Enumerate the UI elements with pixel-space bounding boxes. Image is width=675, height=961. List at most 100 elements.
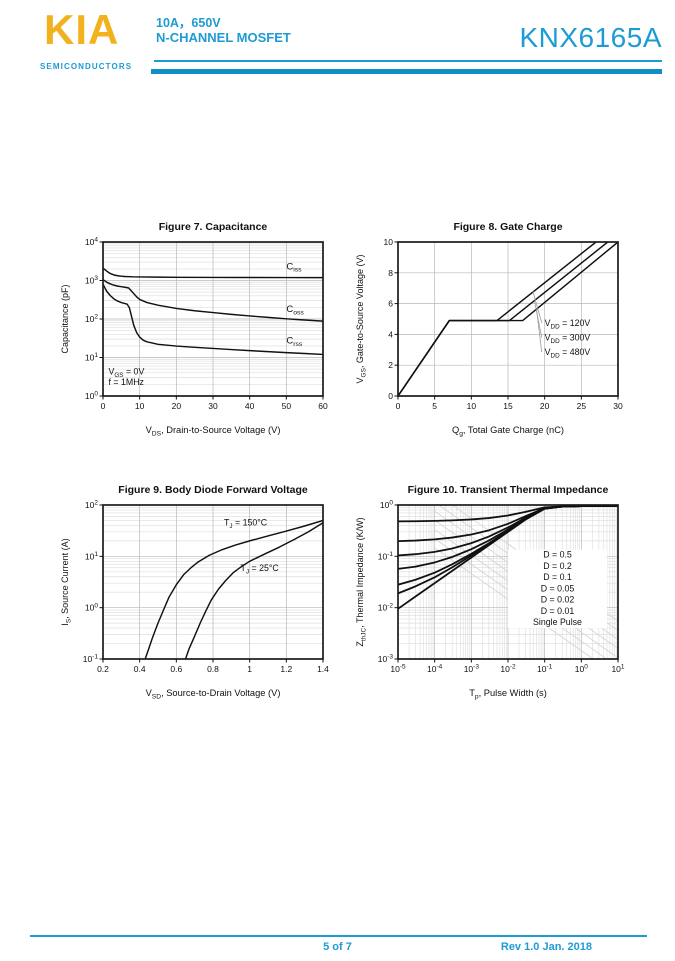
svg-text:101: 101 [85,551,98,561]
svg-text:8: 8 [388,268,393,278]
kia-logo: KIA [44,6,120,53]
svg-text:1.4: 1.4 [317,664,329,674]
y-axis-label: Capacitance (pF) [60,284,70,353]
svg-text:0: 0 [396,401,401,411]
svg-text:10-3: 10-3 [378,654,394,664]
annotation: f = 1MHz [109,377,144,387]
svg-text:4: 4 [388,329,393,339]
svg-text:5: 5 [432,401,437,411]
svg-text:10-1: 10-1 [378,551,394,561]
svg-text:102: 102 [85,314,98,324]
curve-Ciss [103,267,323,279]
svg-text:0: 0 [101,401,106,411]
part-number: KNX6165A [519,22,662,53]
revision-label: Rev 1.0 Jan. 2018 [500,941,592,953]
svg-text:100: 100 [85,602,98,612]
legend-line: Single Pulse [533,617,582,627]
y-axis-label: IS, Source Current (A) [60,538,72,625]
svg-text:101: 101 [611,664,624,674]
x-axis-label: Qg, Total Gate Charge (nC) [452,425,564,437]
curve-Coss [103,278,323,322]
chart-title: Figure 7. Capacitance [159,221,268,233]
y-axis-label: VGS, Gate-to-Source Voltage (V) [355,255,367,384]
svg-text:30: 30 [613,401,623,411]
figure8-gate-charge: VDD = 120V VDD = 300V VDD = 480V 0 5 10 15 20 25… [352,218,632,440]
svg-text:50: 50 [282,401,292,411]
annotation: Coss [286,304,304,316]
svg-text:1: 1 [247,664,252,674]
svg-text:100: 100 [380,500,393,510]
svg-text:101: 101 [85,352,98,362]
svg-text:10-2: 10-2 [378,602,394,612]
legend-line: D = 0.02 [541,595,575,605]
annotation: VDD = 300V [545,333,591,345]
svg-text:0.6: 0.6 [170,664,182,674]
legend-line: D = 0.05 [541,583,575,593]
svg-text:30: 30 [208,401,218,411]
device-type: N-CHANNEL MOSFET [156,30,291,45]
svg-text:0: 0 [388,391,393,401]
svg-text:10: 10 [135,401,145,411]
svg-text:15: 15 [503,401,513,411]
svg-text:20: 20 [540,401,550,411]
svg-text:20: 20 [172,401,182,411]
chart-title: Figure 9. Body Diode Forward Voltage [118,484,308,496]
svg-text:100: 100 [575,664,588,674]
x-axis-label: Tp, Pulse Width (s) [469,688,547,700]
svg-text:0.4: 0.4 [134,664,146,674]
figure7-capacitance-chart: Ciss Coss Crss VGS = 0Vf = 1MHz 0 10 20 30 40 50 6… [60,221,328,437]
annotation: TJ = 150°C [224,517,268,529]
curve-TJ150°C [144,519,323,659]
annotation: VDD = 120V [545,318,591,330]
kia-logo-subtext: SEMICONDUCTORS [40,62,133,71]
figure9-body-diode-forward-voltage: TJ = 150°C TJ = 25°C 0.2 0.4 0.6 0.8 1 1.2 1.4 10… [57,481,337,703]
svg-text:60: 60 [318,401,328,411]
svg-text:2: 2 [388,360,393,370]
svg-text:6: 6 [388,299,393,309]
curve-VDD480V [398,242,618,396]
svg-text:10-1: 10-1 [83,654,99,664]
svg-text:10-4: 10-4 [427,664,443,674]
svg-text:1.2: 1.2 [280,664,292,674]
x-axis-label: VSD, Source-to-Drain Voltage (V) [146,688,281,700]
annotation: VDD = 480V [545,347,591,359]
svg-text:0.8: 0.8 [207,664,219,674]
chart-title: Figure 8. Gate Charge [453,221,562,233]
figure9-body-diode-chart: TJ = 150°C TJ = 25°C 0.2 0.4 0.6 0.8 1 1.2 1.4 10… [60,484,329,700]
curve-Crss [103,283,323,356]
svg-text:25: 25 [577,401,587,411]
svg-text:10: 10 [384,237,394,247]
annotation: VGS = 0V [109,367,145,379]
svg-text:10-1: 10-1 [537,664,553,674]
svg-text:100: 100 [85,391,98,401]
svg-text:10-5: 10-5 [390,664,406,674]
y-axis-label: ZthJC, Thermal Impedance (K/W) [355,517,367,646]
legend-line: D = 0.5 [543,550,572,560]
annotation: Ciss [286,261,302,273]
device-rating: 10A，650V [156,16,221,30]
annotation: TJ = 25°C [241,563,280,575]
page-indicator: 5 of 7 [323,941,352,953]
figure10-thermal-impedance-chart: D = 0.5D = 0.2D = 0.1D = 0.05 D = 0.02D =… [355,484,625,700]
annotation: Crss [286,336,303,348]
svg-text:10: 10 [467,401,477,411]
x-axis-label: VDS, Drain-to-Source Voltage (V) [146,425,281,437]
figure10-transient-thermal-impedance: D = 0.5 D = 0.2 D = 0.1 D = 0.05 D = 0.02 D =… [352,481,632,703]
legend-line: D = 0.1 [543,572,572,582]
svg-text:104: 104 [85,237,98,247]
svg-text:0.2: 0.2 [97,664,109,674]
svg-text:40: 40 [245,401,255,411]
header-rule-thick [151,69,662,74]
curve-SinglePulse [398,505,618,610]
chart-title: Figure 10. Transient Thermal Impedance [408,484,609,496]
legend-line: D = 0.01 [541,606,575,616]
svg-text:102: 102 [85,500,98,510]
curve-TJ25°C [184,522,323,659]
legend-line: D = 0.2 [543,561,572,571]
footer-rule [30,935,647,937]
figure7-capacitance: Ciss Coss Crss VGS = 0V f = 1MHz 0 10 20 30 40 50 6… [57,218,337,440]
header-rule-thin [154,60,662,62]
svg-text:103: 103 [85,275,98,285]
